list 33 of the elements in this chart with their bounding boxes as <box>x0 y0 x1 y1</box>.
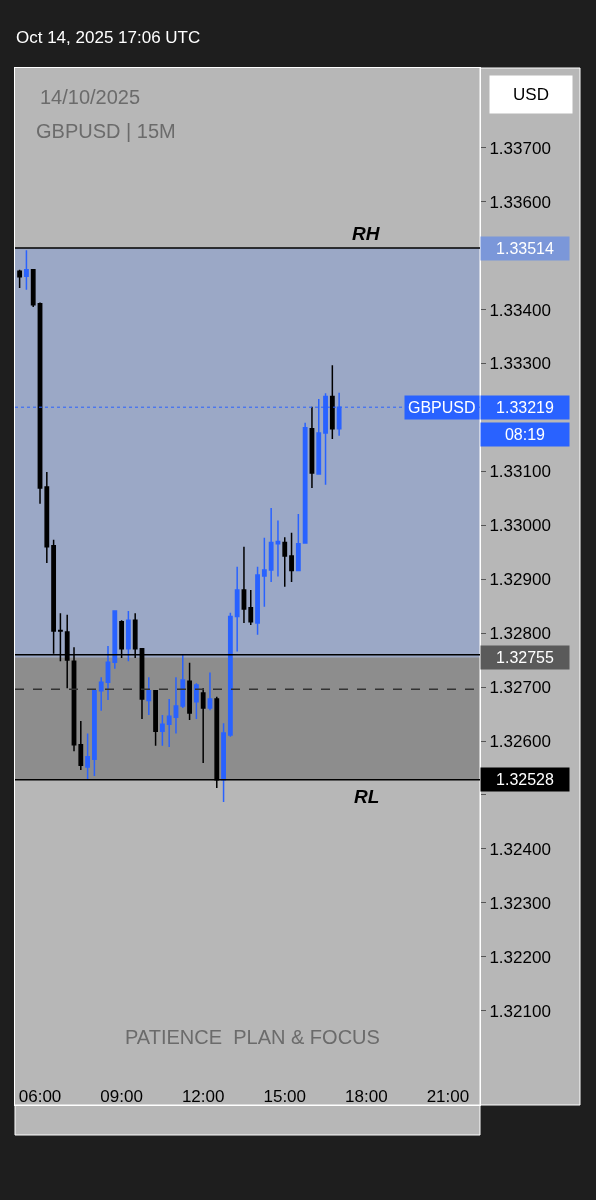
text: 1.32528 <box>496 771 554 788</box>
y-tick-label: 1.32700 <box>489 678 551 698</box>
ref-line-label: GBPUSD <box>408 399 476 416</box>
y-tick-label: 1.32300 <box>489 893 551 913</box>
text: Oct 14, 2025 17:06 UTC <box>16 28 201 47</box>
y-tick-label: 1.32800 <box>489 624 551 644</box>
text: 1.33219 <box>496 399 554 416</box>
y-tick-label: 1.32200 <box>489 947 551 967</box>
y-tick-label: 1.33300 <box>489 354 551 374</box>
y-tick-label: 1.33600 <box>489 192 551 212</box>
text: 1.33514 <box>496 240 554 257</box>
text: USD <box>513 85 549 104</box>
y-tick-label: 1.32900 <box>489 570 551 590</box>
x-tick-label: 21:00 <box>426 1087 470 1106</box>
text: 08:19 <box>504 426 546 443</box>
y-tick-label: 1.33000 <box>489 516 551 536</box>
x-tick-label: 15:00 <box>263 1087 307 1106</box>
ref-line-label: RH <box>352 223 381 244</box>
y-tick-label: 1.33100 <box>489 462 551 482</box>
text: 1.32755 <box>496 649 554 666</box>
x-tick-label: 09:00 <box>100 1087 143 1106</box>
x-tick-label: 06:00 <box>18 1087 62 1106</box>
x-tick-label: 12:00 <box>181 1087 225 1106</box>
y-tick-label: 1.33700 <box>489 138 551 158</box>
ref-line-label: RL <box>354 786 380 807</box>
text: GBPUSD | 15M <box>36 120 176 142</box>
text: 14/10/2025 <box>40 86 141 108</box>
y-tick-label: 1.33400 <box>489 300 551 320</box>
annotation: PATIENCE PLAN & FOCUS <box>125 1026 380 1048</box>
x-tick-label: 18:00 <box>345 1087 388 1106</box>
y-tick-label: 1.32400 <box>489 839 551 859</box>
y-tick-label: 1.32600 <box>489 731 551 751</box>
y-tick-label: 1.32100 <box>489 1001 551 1021</box>
